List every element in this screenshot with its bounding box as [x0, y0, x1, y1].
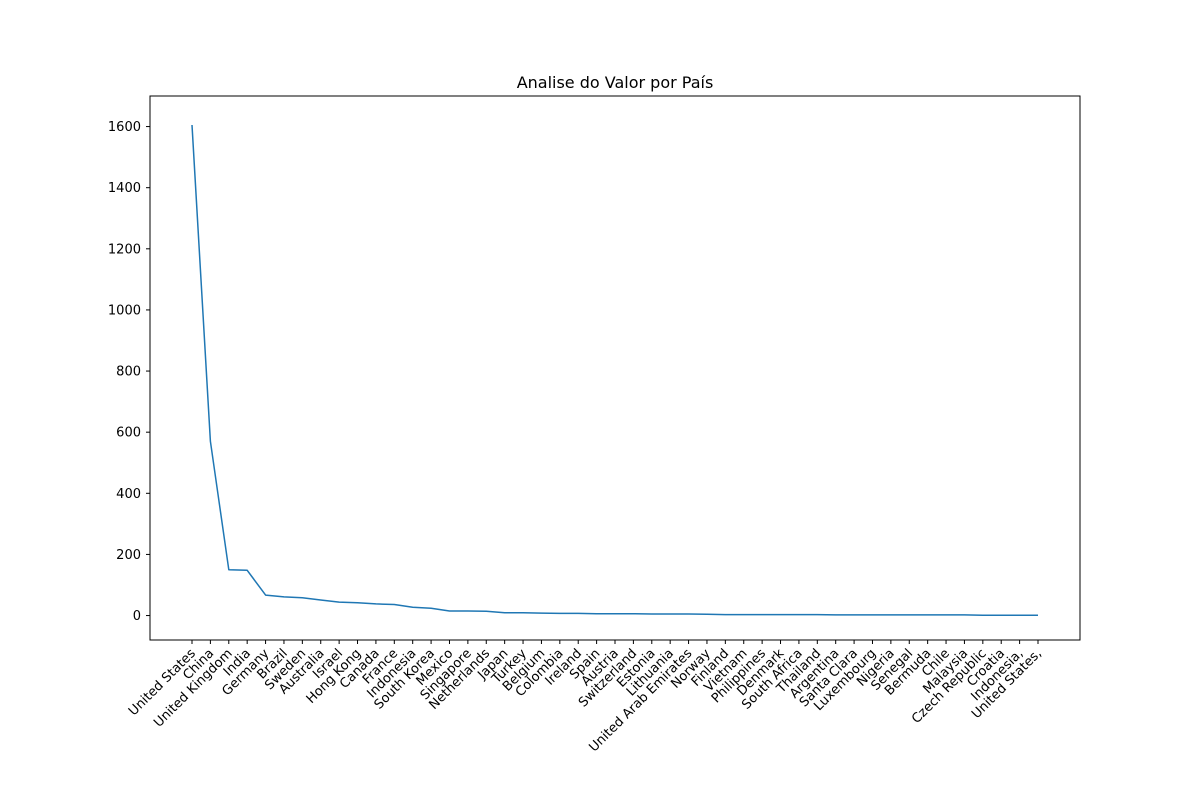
y-tick-label: 1400 [108, 181, 141, 196]
y-tick-label: 600 [116, 426, 141, 441]
plot-frame [149, 95, 1081, 641]
y-axis: 0 200 400 600 800 1000 1200 1400 1600 [108, 120, 150, 624]
y-tick-label: 1200 [108, 242, 141, 257]
y-tick-label: 800 [116, 365, 141, 380]
series-line [191, 124, 1038, 616]
y-tick-label: 1600 [108, 120, 141, 135]
y-tick-label: 400 [116, 487, 141, 502]
chart-title: Analise do Valor por País [517, 73, 714, 92]
y-tick-label: 200 [116, 548, 141, 563]
y-tick-label: 1000 [108, 303, 141, 318]
y-tick-label: 0 [133, 609, 141, 624]
